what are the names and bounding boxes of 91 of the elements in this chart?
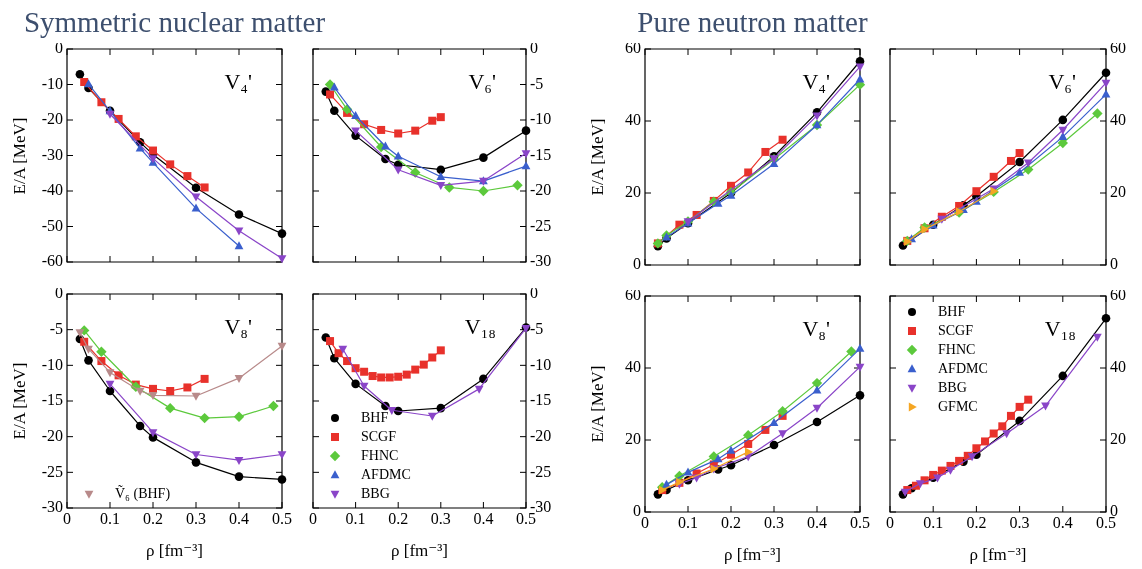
x-tick-label: 0.1: [678, 514, 698, 532]
y-tick-label: -15: [41, 391, 63, 409]
y-tick-label: 40: [1110, 111, 1126, 129]
legend-label: BBG: [938, 379, 967, 395]
x-tick-label: 0.5: [272, 510, 292, 528]
legend-label: SCGF: [361, 428, 397, 444]
y-axis-title: E/A [MeV]: [10, 362, 30, 440]
x-tick-label: 0.5: [850, 514, 870, 532]
y-tick-label: 60: [1110, 286, 1126, 304]
x-tick-label: 0.3: [186, 510, 206, 528]
x-tick-label: 0.3: [1009, 514, 1030, 532]
y-tick-label: 40: [625, 111, 641, 129]
y-tick-label: -40: [41, 181, 63, 199]
x-axis-title: ρ [fm⁻³]: [145, 540, 204, 560]
x-tick-label: 0: [309, 510, 317, 528]
y-tick-label: -20: [41, 426, 63, 444]
y-tick-label: -30: [530, 252, 552, 270]
annotation: V₆': [468, 69, 497, 94]
y-tick-label: 40: [1110, 358, 1126, 376]
y-tick-label: -20: [530, 181, 552, 199]
legend-label: BBG: [361, 485, 390, 501]
legend-label: AFDMC: [361, 466, 411, 482]
legend-label: FHNC: [361, 447, 399, 463]
annotation: V₁₈: [1044, 316, 1076, 341]
x-tick-label: 0.3: [764, 514, 784, 532]
x-tick-label: 0.2: [966, 514, 987, 532]
y-tick-label: 0: [1110, 255, 1118, 273]
x-tick-label: 0.2: [143, 510, 163, 528]
y-tick-label: -5: [530, 74, 544, 92]
annotation: V₄': [224, 69, 253, 94]
legend-label: BHF: [938, 303, 966, 319]
y-tick-label: 20: [625, 183, 641, 201]
x-axis-title: ρ [fm⁻³]: [390, 540, 449, 560]
x-tick-label: 0.4: [1052, 514, 1073, 532]
y-axis-title: E/A [MeV]: [10, 117, 30, 194]
x-tick-label: 0.2: [388, 510, 409, 528]
y-tick-label: -5: [530, 319, 544, 337]
x-tick-label: 0.1: [923, 514, 944, 532]
y-tick-label: 60: [1110, 39, 1126, 57]
y-tick-label: -15: [530, 145, 552, 163]
y-tick-label: -10: [530, 110, 552, 128]
annotation: V₈': [224, 314, 253, 339]
y-tick-label: 0: [55, 39, 63, 57]
chart-title: Pure neutron matter: [636, 5, 869, 40]
chart-title: Symmetric nuclear matter: [22, 5, 327, 40]
x-tick-label: 0.4: [473, 510, 494, 528]
y-tick-label: -10: [41, 74, 63, 92]
annotation: V₆': [1048, 69, 1077, 94]
legend-label: SCGF: [938, 322, 974, 338]
y-tick-label: -5: [49, 319, 63, 337]
y-tick-label: -10: [530, 355, 552, 373]
y-tick-label: -20: [530, 426, 552, 444]
y-tick-label: -15: [530, 391, 552, 409]
legend-label: BHF: [361, 409, 389, 425]
y-tick-label: 20: [1110, 183, 1126, 201]
y-tick-label: -25: [530, 216, 552, 234]
x-tick-label: 0: [886, 514, 894, 532]
annotation: V₄': [802, 69, 831, 94]
y-tick-label: -20: [41, 110, 63, 128]
legend-label: FHNC: [938, 341, 976, 357]
y-tick-label: 60: [625, 286, 641, 304]
y-tick-label: 0: [530, 39, 538, 57]
y-tick-label: 20: [625, 430, 641, 448]
x-tick-label: 0.1: [345, 510, 366, 528]
y-tick-label: -25: [41, 462, 63, 480]
annotation: V₁₈: [464, 314, 496, 339]
y-axis-title: E/A [MeV]: [588, 365, 608, 443]
x-axis-title: ρ [fm⁻³]: [723, 544, 782, 564]
x-tick-label: 0.3: [430, 510, 451, 528]
legend-label: AFDMC: [938, 360, 988, 376]
y-tick-label: -50: [41, 216, 63, 234]
y-tick-label: -10: [41, 355, 63, 373]
annotation: V₈': [802, 316, 831, 341]
y-tick-label: -30: [41, 498, 63, 516]
y-axis-title: E/A [MeV]: [588, 118, 608, 196]
x-tick-label: 0.2: [721, 514, 741, 532]
y-tick-label: 0: [55, 284, 63, 302]
y-tick-label: 60: [625, 39, 641, 57]
x-tick-label: 0.4: [229, 510, 249, 528]
y-tick-label: -30: [41, 145, 63, 163]
y-tick-label: 40: [625, 358, 641, 376]
y-tick-label: 0: [530, 284, 538, 302]
y-tick-label: 20: [1110, 430, 1126, 448]
legend-label: Ṽ₆ (BHF): [115, 484, 171, 502]
y-tick-label: -60: [41, 252, 63, 270]
y-tick-label: 0: [633, 255, 641, 273]
x-axis-title: ρ [fm⁻³]: [969, 544, 1027, 564]
legend-label: GFMC: [938, 398, 978, 414]
y-tick-label: -25: [530, 462, 552, 480]
x-tick-label: 0.1: [100, 510, 120, 528]
x-tick-label: 0.4: [807, 514, 827, 532]
